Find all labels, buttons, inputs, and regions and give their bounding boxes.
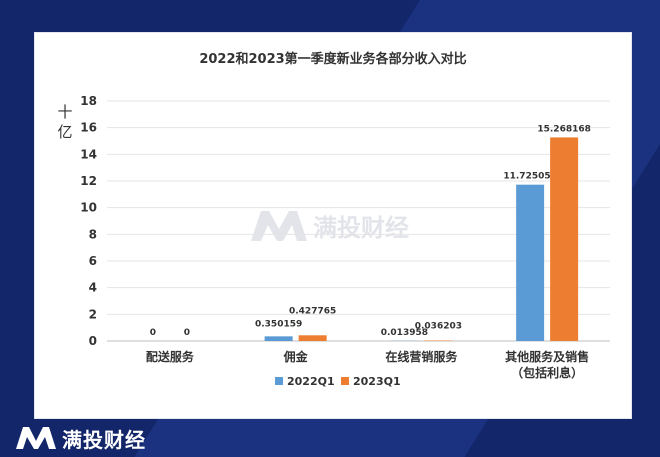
watermark-logo-icon (251, 211, 307, 241)
legend-label-2023q1: 2023Q1 (353, 375, 401, 388)
y-tick-label: 16 (80, 121, 97, 135)
data-label: 0.350159 (255, 319, 302, 329)
y-tick-label: 14 (80, 147, 97, 161)
x-tick-label: 佣金 (283, 349, 309, 364)
data-label: 0.013958 (381, 328, 428, 338)
x-tick-label: 其他服务及销售 (505, 349, 589, 364)
x-tick-label: （包括利息） (511, 365, 583, 380)
chart-title: 2022和2023第一季度新业务各部分收入对比 (199, 51, 466, 67)
x-tick-label: 在线营销服务 (385, 349, 458, 364)
y-tick-label: 18 (80, 94, 97, 108)
y-tick-label: 2 (89, 307, 97, 321)
footer-logo: 满投财经 (16, 425, 146, 452)
legend-swatch-2023q1 (341, 377, 349, 385)
bar-2022q1-1 (264, 336, 293, 341)
data-label: 15.268168 (537, 124, 591, 134)
footer-brand-name: 满投财经 (62, 427, 146, 452)
watermark: 满投财经 (251, 211, 409, 242)
bar-2023q1-1 (298, 335, 327, 341)
legend-label-2022q1: 2022Q1 (287, 375, 335, 388)
watermark-text: 满投财经 (313, 214, 409, 242)
data-label: 0 (150, 328, 156, 338)
legend-swatch-2022q1 (275, 377, 283, 385)
y-tick-label: 6 (89, 254, 97, 268)
bar-2022q1-3 (516, 184, 545, 341)
chart-card: 满投财经 2022和2023第一季度新业务各部分收入对比十亿 0 2 4 6 8 10 12 14… (34, 32, 632, 419)
y-tick-label: 8 (89, 227, 97, 241)
data-label: 0 (184, 328, 190, 338)
data-label: 0.427765 (289, 306, 336, 316)
bar-2023q1-3 (550, 137, 579, 341)
data-label: 11.725051 (503, 172, 557, 182)
y-tick-label: 12 (80, 174, 97, 188)
y-axis-label: 十亿 (57, 103, 72, 141)
brand-logo-icon (16, 427, 56, 449)
y-tick-label: 10 (80, 201, 97, 215)
y-tick-label: 4 (89, 281, 97, 295)
data-label: 0.036203 (415, 322, 462, 332)
y-tick-label: 0 (89, 334, 97, 348)
x-tick-label: 配送服务 (146, 349, 195, 364)
